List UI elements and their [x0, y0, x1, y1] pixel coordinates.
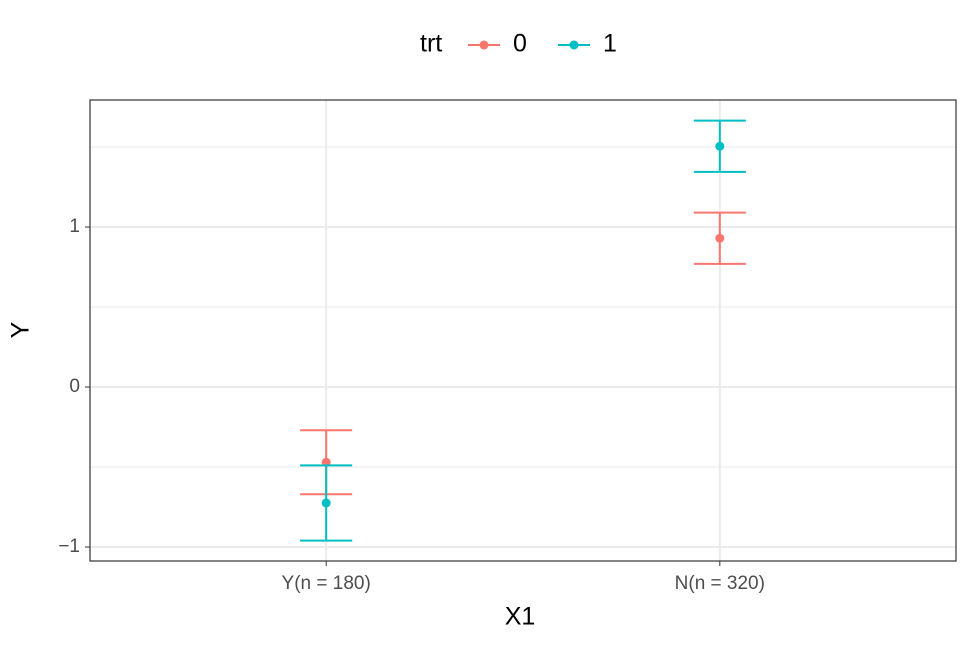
- point: [321, 498, 331, 508]
- legend-key-point: [569, 40, 579, 50]
- x-tick-label: Y(n = 180): [282, 573, 371, 594]
- y-tick-label: 1: [69, 216, 80, 237]
- legend-title: trt: [420, 30, 442, 58]
- legend-key-point: [479, 40, 489, 50]
- legend-label: 1: [603, 30, 617, 58]
- panel-border: [89, 99, 957, 562]
- y-axis-title: Y: [7, 321, 35, 338]
- point: [715, 233, 725, 243]
- y-tick-label: 0: [69, 376, 80, 397]
- y-tick-label: −1: [58, 536, 80, 557]
- point: [715, 141, 725, 151]
- x-axis-title: X1: [505, 603, 536, 631]
- legend-label: 0: [513, 30, 527, 58]
- x-tick-label: N(n = 320): [675, 573, 765, 594]
